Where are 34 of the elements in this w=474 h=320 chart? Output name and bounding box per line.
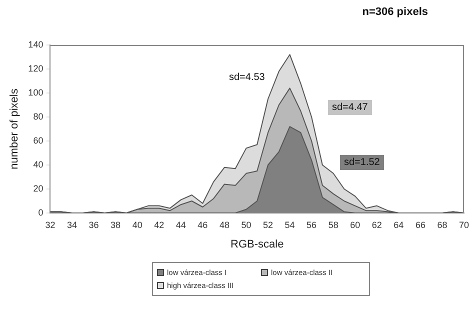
x-tick-label: 52 (262, 220, 274, 230)
x-tick-label: 50 (241, 220, 252, 230)
x-tick-label: 58 (328, 220, 338, 230)
y-tick-label: 20 (33, 183, 44, 194)
y-tick-label: 80 (33, 111, 44, 122)
x-tick-label: 56 (306, 220, 317, 230)
x-tick-label: 40 (132, 220, 142, 230)
text: n=306 pixels (361, 5, 429, 20)
annotation: sd=1.52 (340, 155, 384, 170)
x-tick-label: 38 (110, 220, 121, 230)
x-tick-label: 32 (45, 220, 56, 230)
y-tick-label: 40 (33, 159, 44, 170)
x-tick-label: 54 (284, 220, 295, 230)
x-tick-label: 44 (176, 220, 186, 230)
x-tick-label: 34 (66, 220, 77, 230)
x-tick-label: 70 (458, 220, 470, 230)
annotation: sd=4.47 (328, 100, 372, 115)
y-tick-label: 120 (28, 63, 44, 74)
x-tick-label: 62 (372, 220, 382, 230)
x-tick-label: 66 (415, 220, 426, 230)
x-tick-label: 48 (219, 220, 230, 230)
y-tick-label: 100 (28, 87, 44, 98)
x-tick-label: 42 (154, 220, 164, 230)
x-tick-label: 60 (350, 220, 360, 230)
x-tick-label: 68 (437, 220, 448, 230)
x-tick-label: 64 (394, 220, 404, 230)
y-axis-title: number of pixels (8, 88, 21, 170)
y-tick-label: 0 (38, 207, 44, 218)
x-tick-label: 36 (88, 220, 99, 230)
y-tick-label: 140 (28, 39, 44, 50)
x-axis-title: RGB-scale (230, 238, 284, 250)
annotation: sd=4.53 (228, 71, 266, 85)
y-tick-label: 60 (33, 135, 44, 146)
x-tick-label: 46 (198, 220, 208, 230)
